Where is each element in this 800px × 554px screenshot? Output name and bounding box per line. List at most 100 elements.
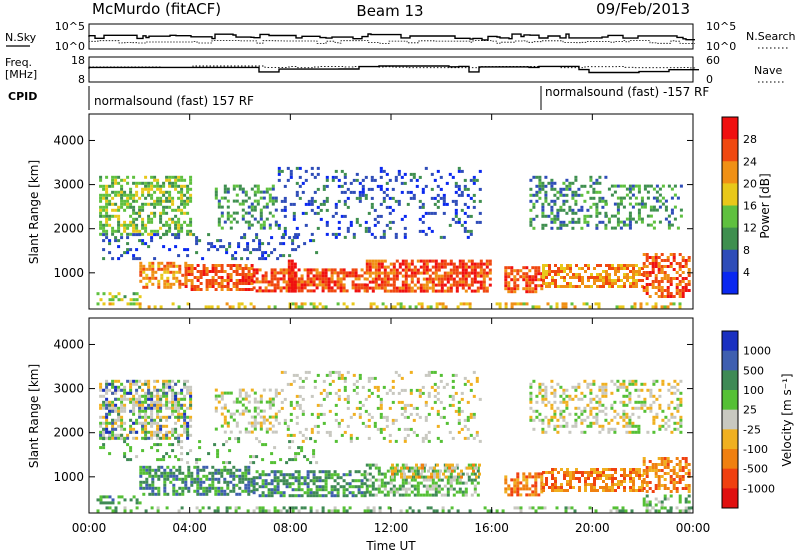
heatmap-cell bbox=[575, 471, 578, 474]
heatmap-cell bbox=[580, 421, 584, 425]
heatmap-cell bbox=[319, 208, 323, 212]
heatmap-cell bbox=[583, 409, 587, 413]
heatmap-cell bbox=[569, 486, 572, 489]
heatmap-cell bbox=[605, 270, 608, 273]
heatmap-cell bbox=[642, 469, 646, 472]
heatmap-cell bbox=[172, 261, 176, 265]
heatmap-cell bbox=[114, 295, 118, 299]
heatmap-cell bbox=[610, 391, 614, 395]
cpid-program-1: normalsound (fast) 157 RF bbox=[94, 94, 254, 108]
heatmap-cell bbox=[322, 187, 326, 191]
heatmap-cell bbox=[397, 199, 401, 203]
heatmap-cell bbox=[190, 267, 194, 270]
heatmap-cell bbox=[370, 187, 374, 191]
heatmap-cell bbox=[625, 187, 629, 191]
heatmap-cell bbox=[634, 430, 638, 434]
heatmap-cell bbox=[684, 259, 688, 262]
heatmap-cell bbox=[407, 466, 411, 470]
heatmap-cell bbox=[565, 394, 569, 398]
heatmap-cell bbox=[373, 217, 377, 221]
heatmap-cell bbox=[144, 181, 148, 185]
heatmap-cell bbox=[470, 277, 474, 281]
heatmap-cell bbox=[189, 403, 193, 407]
heatmap-cell bbox=[428, 259, 432, 263]
heatmap-cell bbox=[165, 379, 169, 383]
heatmap-cell bbox=[244, 282, 248, 285]
heatmap-cell bbox=[469, 415, 473, 419]
heatmap-cell bbox=[641, 285, 644, 288]
heatmap-cell bbox=[605, 282, 608, 285]
heatmap-cell bbox=[264, 251, 268, 255]
heatmap-cell bbox=[295, 166, 299, 170]
heatmap-cell bbox=[184, 273, 188, 276]
heatmap-cell bbox=[138, 257, 142, 261]
cpid-program-2: normalsound (fast) -157 RF bbox=[545, 85, 709, 99]
heatmap-cell bbox=[129, 427, 133, 431]
heatmap-cell bbox=[666, 259, 670, 262]
heatmap-cell bbox=[172, 474, 176, 478]
heatmap-cell bbox=[244, 468, 248, 472]
heatmap-cell bbox=[358, 223, 362, 227]
heatmap-cell bbox=[111, 214, 115, 218]
heatmap-cell bbox=[589, 382, 593, 386]
heatmap-cell bbox=[307, 370, 311, 374]
heatmap-cell bbox=[223, 285, 227, 288]
heatmap-cell bbox=[181, 273, 185, 277]
heatmap-cell bbox=[433, 202, 437, 206]
heatmap-cell bbox=[566, 282, 569, 285]
heatmap-cell bbox=[554, 285, 557, 288]
heatmap-cell bbox=[541, 223, 545, 227]
heatmap-cell bbox=[150, 424, 154, 428]
heatmap-cell bbox=[178, 486, 182, 490]
heatmap-cell bbox=[111, 403, 115, 407]
heatmap-cell bbox=[258, 280, 262, 284]
heatmap-cell bbox=[222, 245, 226, 249]
heatmap-cell bbox=[529, 394, 533, 398]
heatmap-cell bbox=[444, 305, 448, 309]
heatmap-cell bbox=[117, 433, 121, 437]
heatmap-cell bbox=[419, 493, 423, 497]
heatmap-cell bbox=[446, 274, 450, 278]
heatmap-cell bbox=[654, 262, 658, 265]
heatmap-cell bbox=[595, 214, 599, 218]
heatmap-cell bbox=[400, 466, 403, 470]
heatmap-cell bbox=[553, 427, 557, 431]
heatmap-cell bbox=[455, 463, 459, 467]
heatmap-cell bbox=[392, 283, 396, 287]
heatmap-cell bbox=[253, 193, 257, 197]
heatmap-cell bbox=[358, 376, 362, 380]
heatmap-cell bbox=[238, 187, 242, 191]
heatmap-cell bbox=[241, 279, 245, 282]
heatmap-cell bbox=[473, 271, 477, 275]
heatmap-cell bbox=[430, 370, 434, 374]
heatmap-cell bbox=[313, 190, 317, 194]
heatmap-cell bbox=[358, 400, 362, 404]
heatmap-cell bbox=[129, 298, 133, 302]
heatmap-cell bbox=[342, 302, 346, 306]
heatmap-cell bbox=[183, 397, 187, 401]
heatmap-cell bbox=[120, 421, 124, 425]
heatmap-cell bbox=[610, 403, 614, 407]
heatmap-cell bbox=[383, 268, 387, 272]
heatmap-cell bbox=[613, 382, 617, 386]
heatmap-cell bbox=[108, 298, 112, 302]
heatmap-cell bbox=[633, 302, 637, 306]
heatmap-cell bbox=[678, 478, 682, 481]
heatmap-cell bbox=[99, 226, 103, 230]
heatmap-cell bbox=[174, 403, 178, 407]
heatmap-cell bbox=[105, 430, 109, 434]
heatmap-cell bbox=[435, 305, 439, 309]
heatmap-cell bbox=[279, 254, 283, 258]
heatmap-cell bbox=[162, 205, 166, 209]
heatmap-cell bbox=[410, 475, 414, 479]
heatmap-cell bbox=[111, 190, 115, 194]
heatmap-cell bbox=[168, 205, 172, 209]
heatmap-cell bbox=[645, 494, 649, 498]
heatmap-cell bbox=[550, 181, 554, 185]
heatmap-cell bbox=[538, 196, 542, 200]
heatmap-cell bbox=[365, 478, 369, 482]
heatmap-cell bbox=[229, 279, 233, 282]
heatmap-cell bbox=[162, 181, 166, 185]
heatmap-cell bbox=[404, 274, 408, 278]
heatmap-cell bbox=[371, 475, 375, 479]
